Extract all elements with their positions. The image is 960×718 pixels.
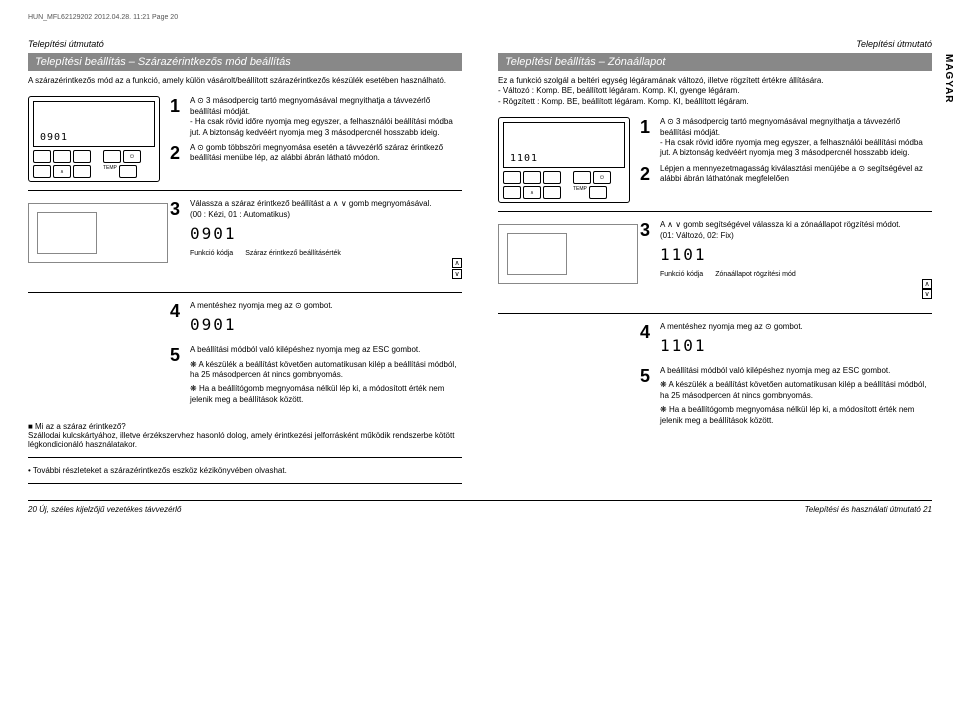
step5-text: A beállítási módból való kilépéshez nyom… bbox=[660, 366, 890, 375]
digits: 0901 bbox=[190, 315, 462, 336]
step1b-text: - Ha csak rövid időre nyomja meg egyszer… bbox=[660, 138, 923, 157]
btn-icon: ∧ bbox=[53, 165, 71, 178]
spacer bbox=[28, 199, 160, 284]
step1-text: A ⊙ 3 másodpercig tartó megnyomásával me… bbox=[660, 117, 900, 136]
lcd-text: 1101 bbox=[510, 153, 538, 164]
mi-title: ■ Mi az a száraz érintkező? bbox=[28, 422, 462, 431]
step4-text: A mentéshez nyomja meg az ⊙ gombot. bbox=[660, 322, 803, 331]
spacer bbox=[498, 220, 630, 305]
btn-icon bbox=[573, 171, 591, 184]
step-number: 5 bbox=[170, 345, 184, 409]
step-number: 4 bbox=[640, 322, 654, 361]
btn-icon bbox=[33, 165, 51, 178]
sublabel: Funkció kódja bbox=[190, 249, 233, 258]
left-column: Telepítési útmutató Telepítési beállítás… bbox=[28, 39, 462, 492]
step-number: 3 bbox=[640, 220, 654, 300]
note: A készülék a beállítást követően automat… bbox=[190, 360, 462, 381]
note: Ha a beállítógomb megnyomása nélkül lép … bbox=[660, 405, 932, 426]
temp-label: TEMP bbox=[573, 186, 587, 199]
footer-right: Telepítési és használati útmutató 21 bbox=[805, 505, 932, 514]
intro2: - Változó : Komp. BE, beállított légáram… bbox=[498, 86, 739, 95]
step-number: 3 bbox=[170, 199, 184, 279]
btn-icon bbox=[503, 171, 521, 184]
btn-icon: ∧ bbox=[523, 186, 541, 199]
sublabel: Száraz érintkező beállításérték bbox=[245, 249, 341, 258]
btn-icon: ⏻ bbox=[123, 150, 141, 163]
language-tab: MAGYAR bbox=[943, 54, 954, 104]
down-icon: ∨ bbox=[922, 289, 932, 299]
up-icon: ∧ bbox=[452, 258, 462, 268]
step-number: 1 bbox=[170, 96, 184, 138]
step3-text: A ∧ ∨ gomb segítségével válassza ki a zó… bbox=[660, 220, 901, 229]
step-number: 2 bbox=[640, 164, 654, 185]
step2-text: Lépjen a mennyezetmagasság kiválasztási … bbox=[660, 164, 932, 185]
remote-diagram: 1101 ⏻ ∧ TEMP bbox=[498, 117, 630, 203]
mi-text: Szállodai kulcskártyához, illetve érzéks… bbox=[28, 431, 462, 449]
section-title-right: Telepítési beállítás – Zónaállapot bbox=[498, 53, 932, 71]
step3b-text: (01: Változó, 02: Fix) bbox=[660, 231, 734, 240]
step1b-text: - Ha csak rövid időre nyomja meg egyszer… bbox=[190, 117, 453, 136]
lcd-block bbox=[28, 203, 168, 263]
step2-text: A ⊙ gomb többszöri megnyomása esetén a t… bbox=[190, 143, 462, 164]
note: A készülék a beállítást követően automat… bbox=[660, 380, 932, 401]
step-number: 4 bbox=[170, 301, 184, 340]
more-info: • További részleteket a szárazérintkezős… bbox=[28, 466, 462, 475]
btn-icon bbox=[543, 186, 561, 199]
manual-page: HUN_MFL62129202 2012.04.28. 11:21 Page 2… bbox=[0, 0, 960, 718]
down-icon: ∨ bbox=[452, 269, 462, 279]
footer-left: 20 Új, széles kijelzőjű vezetékes távvez… bbox=[28, 505, 181, 514]
section-title-left: Telepítési beállítás – Szárazérintkezős … bbox=[28, 53, 462, 71]
btn-icon bbox=[33, 150, 51, 163]
right-column: Telepítési útmutató Telepítési beállítás… bbox=[498, 39, 932, 492]
btn-icon bbox=[103, 150, 121, 163]
step-number: 1 bbox=[640, 117, 654, 159]
sublabel: Zónaállapot rögzítési mód bbox=[715, 270, 796, 279]
btn-icon: ⏻ bbox=[593, 171, 611, 184]
digits: 0901 bbox=[190, 224, 462, 245]
header-left: Telepítési útmutató bbox=[28, 39, 104, 49]
intro3: - Rögzített : Komp. BE, beállított légár… bbox=[498, 97, 749, 106]
btn-icon bbox=[73, 150, 91, 163]
btn-icon bbox=[73, 165, 91, 178]
temp-label: TEMP bbox=[103, 165, 117, 178]
step-number: 5 bbox=[640, 366, 654, 430]
btn-icon bbox=[53, 150, 71, 163]
step5-text: A beállítási módból való kilépéshez nyom… bbox=[190, 345, 420, 354]
step3b-text: (00 : Kézi, 01 : Automatikus) bbox=[190, 210, 290, 219]
btn-icon bbox=[543, 171, 561, 184]
note: Ha a beállítógomb megnyomása nélkül lép … bbox=[190, 384, 462, 405]
page-ref: HUN_MFL62129202 2012.04.28. 11:21 Page 2… bbox=[28, 14, 932, 21]
step-number: 2 bbox=[170, 143, 184, 164]
step4-text: A mentéshez nyomja meg az ⊙ gombot. bbox=[190, 301, 333, 310]
digits: 1101 bbox=[660, 245, 932, 266]
btn-icon bbox=[503, 186, 521, 199]
btn-icon bbox=[523, 171, 541, 184]
up-icon: ∧ bbox=[922, 279, 932, 289]
btn-icon bbox=[589, 186, 607, 199]
lcd-text: 0901 bbox=[40, 132, 68, 143]
remote-diagram: 0901 ⏻ ∧ TEMP bbox=[28, 96, 160, 182]
btn-icon bbox=[119, 165, 137, 178]
digits: 1101 bbox=[660, 336, 932, 357]
step1-text: A ⊙ 3 másodpercig tartó megnyomásával me… bbox=[190, 96, 430, 115]
intro-left: A szárazérintkezős mód az a funkció, ame… bbox=[28, 76, 462, 86]
intro-right: Ez a funkció szolgál a beltéri egység lé… bbox=[498, 76, 824, 85]
step3-text: Válassza a száraz érintkező beállítást a… bbox=[190, 199, 432, 208]
header-right: Telepítési útmutató bbox=[856, 39, 932, 49]
sublabel: Funkció kódja bbox=[660, 270, 703, 279]
lcd-block bbox=[498, 224, 638, 284]
